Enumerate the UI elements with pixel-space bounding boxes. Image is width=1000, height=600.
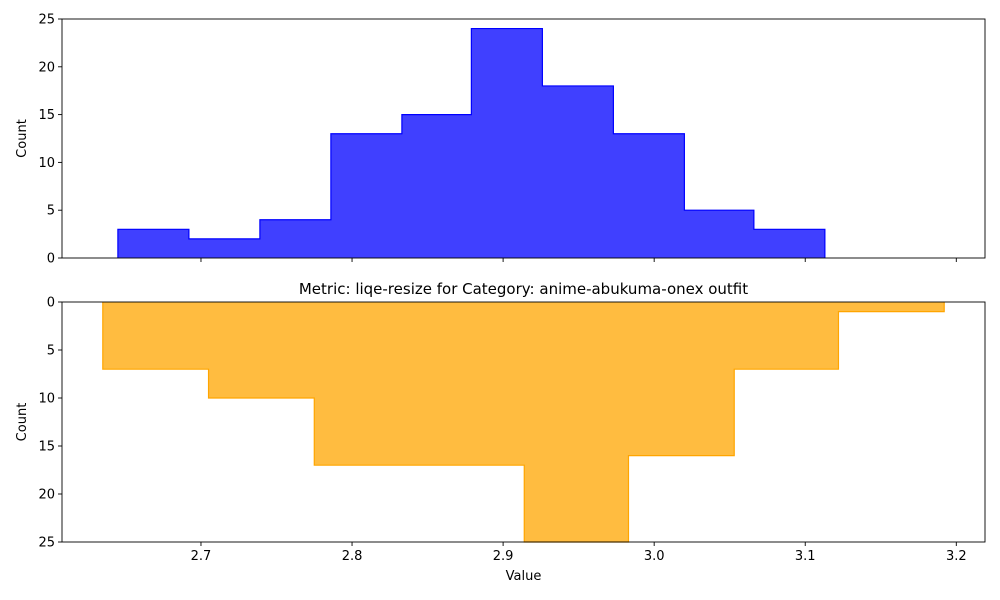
y-tick-label: 20 xyxy=(38,488,55,503)
y-tick-label: 5 xyxy=(47,344,55,359)
x-tick-label: 3.2 xyxy=(946,549,967,564)
histogram-area xyxy=(117,28,825,259)
x-tick-label: 2.7 xyxy=(191,549,212,564)
x-tick-label: 3.0 xyxy=(644,549,665,564)
histogram-area xyxy=(102,302,945,542)
y-tick-label: 15 xyxy=(38,440,55,455)
plot-frame xyxy=(61,18,986,259)
y-tick-label: 25 xyxy=(38,13,55,28)
x-tick-label: 2.8 xyxy=(342,549,363,564)
top-histogram-panel: 0 5 10 15 20 25 Count xyxy=(15,13,986,267)
y-tick-label: 15 xyxy=(38,108,55,123)
histogram-outline xyxy=(117,27,826,258)
y-tick-label: 10 xyxy=(38,392,55,407)
y-axis-label: Count xyxy=(15,403,30,442)
y-axis-label: Count xyxy=(15,119,30,158)
x-axis-label: Value xyxy=(506,569,542,584)
y-tick-label: 20 xyxy=(38,60,55,75)
chart-title: Metric: liqe-resize for Category: anime-… xyxy=(299,280,748,298)
y-tick-label: 0 xyxy=(47,296,55,311)
y-tick-label: 25 xyxy=(38,536,55,551)
y-tick-label: 0 xyxy=(47,252,55,267)
plot-frame xyxy=(61,301,986,543)
y-tick-label: 5 xyxy=(47,204,55,219)
bottom-histogram-panel: 0 5 10 15 20 25 2.7 2.8 2.9 3.0 3.1 3.2 Count Metric:… xyxy=(15,280,986,584)
y-tick-label: 10 xyxy=(38,156,55,171)
x-tick-label: 2.9 xyxy=(493,549,514,564)
x-tick-label: 3.1 xyxy=(795,549,816,564)
